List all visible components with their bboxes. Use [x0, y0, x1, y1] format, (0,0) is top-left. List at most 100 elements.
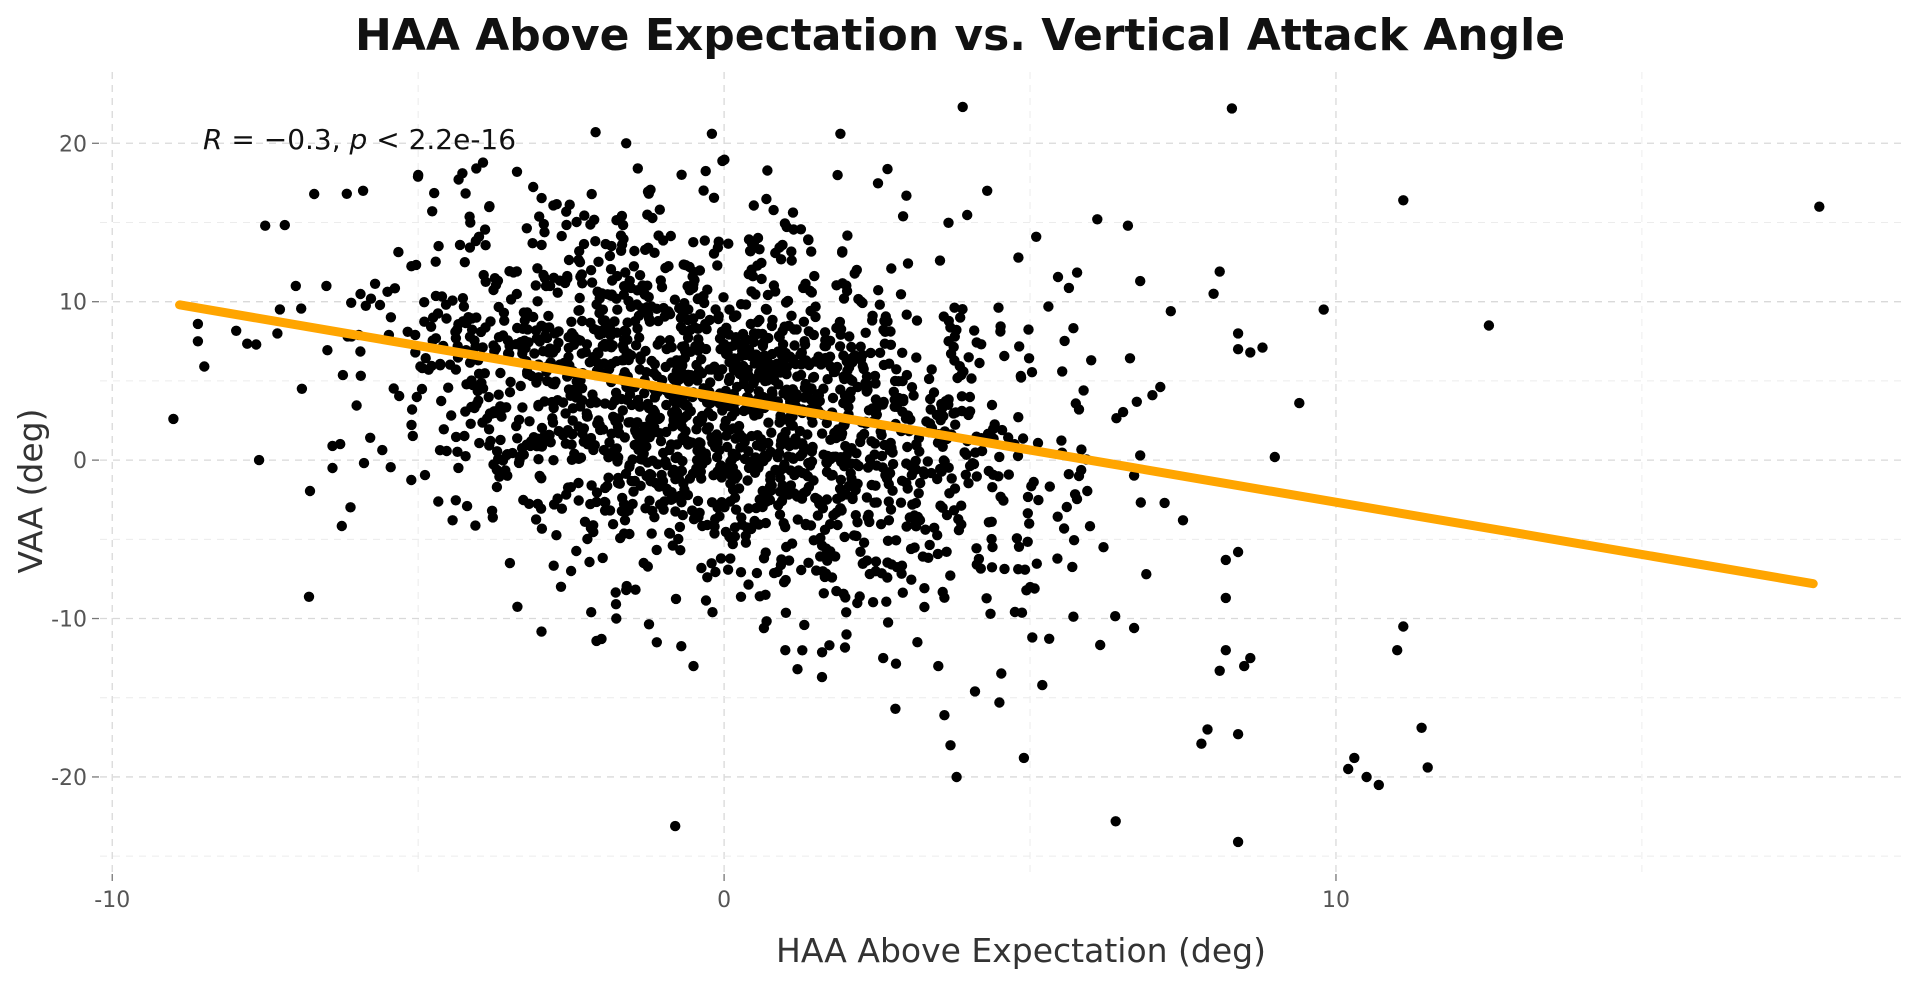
data-point [630, 584, 641, 595]
data-point [1232, 344, 1244, 355]
data-point [536, 626, 547, 637]
data-point [956, 500, 967, 511]
data-point [719, 502, 730, 513]
data-point [809, 270, 820, 282]
data-point [708, 192, 720, 203]
data-point [646, 528, 657, 539]
data-point [970, 447, 981, 458]
data-point [1269, 451, 1281, 463]
data-point [714, 511, 725, 522]
data-point [531, 333, 542, 344]
data-point [890, 703, 901, 714]
data-point [799, 392, 810, 403]
data-point [627, 498, 638, 510]
data-point [251, 339, 262, 350]
data-point [857, 558, 868, 569]
data-point [1068, 611, 1079, 622]
data-point [534, 211, 545, 222]
data-point [987, 482, 998, 493]
data-point [805, 520, 817, 531]
data-point [483, 391, 494, 403]
data-point [692, 293, 703, 305]
data-point [618, 498, 630, 510]
data-point [351, 400, 362, 411]
data-point [1232, 328, 1244, 339]
data-point [852, 517, 863, 528]
data-point [584, 357, 595, 368]
data-point [473, 395, 484, 406]
data-point [776, 345, 787, 356]
data-point [808, 535, 819, 546]
data-point [1349, 752, 1360, 764]
data-point [862, 512, 873, 523]
data-point [1159, 497, 1170, 509]
data-point [754, 591, 765, 602]
data-point [608, 411, 619, 422]
data-point [656, 281, 668, 293]
data-point [832, 169, 843, 181]
data-point [736, 350, 747, 362]
data-point [935, 500, 946, 511]
data-point [834, 503, 846, 514]
data-point [596, 633, 607, 645]
data-point [648, 367, 660, 379]
data-point [1019, 564, 1031, 575]
data-point [743, 579, 754, 590]
data-point [783, 555, 795, 566]
data-point [773, 500, 784, 511]
data-point [722, 564, 734, 575]
x-tick-label: 10 [1322, 888, 1350, 913]
data-point [655, 436, 667, 447]
data-point [881, 596, 892, 607]
y-tick-label: 10 [59, 291, 87, 316]
data-point [953, 525, 965, 536]
data-point [704, 314, 715, 326]
data-point [717, 155, 728, 167]
data-point [708, 248, 720, 259]
data-point [597, 315, 608, 326]
data-point [453, 462, 464, 474]
data-point [1147, 390, 1158, 401]
data-point [385, 312, 397, 323]
data-point [774, 417, 785, 428]
data-point [860, 380, 871, 391]
data-point [987, 541, 998, 553]
data-point [883, 496, 894, 507]
data-point [963, 352, 974, 363]
data-point [872, 178, 884, 189]
data-point [892, 392, 904, 404]
data-point [867, 315, 878, 326]
data-point [548, 560, 559, 571]
data-point [593, 348, 604, 359]
data-point [1013, 252, 1024, 263]
data-point [666, 487, 677, 498]
data-point [355, 370, 366, 381]
data-point [465, 217, 476, 228]
data-point [778, 518, 789, 529]
data-point [432, 308, 444, 319]
data-point [919, 601, 930, 613]
data-point [668, 464, 679, 475]
data-point [1239, 660, 1250, 672]
data-point [723, 375, 735, 387]
data-points [168, 101, 1825, 848]
data-point [1078, 385, 1089, 396]
data-point [816, 428, 828, 439]
data-point [912, 637, 923, 648]
data-point [865, 347, 876, 359]
data-point [576, 269, 587, 280]
data-point [867, 597, 879, 608]
data-point [971, 471, 982, 482]
data-point [1373, 779, 1385, 791]
data-point [483, 424, 495, 435]
data-point [621, 584, 632, 596]
data-point [607, 519, 619, 530]
data-point [882, 316, 893, 327]
data-point [950, 419, 961, 430]
data-point [796, 347, 807, 358]
data-point [603, 472, 614, 483]
data-point [1232, 729, 1244, 740]
data-point [709, 521, 720, 532]
data-point [733, 420, 745, 432]
data-point [544, 430, 555, 441]
